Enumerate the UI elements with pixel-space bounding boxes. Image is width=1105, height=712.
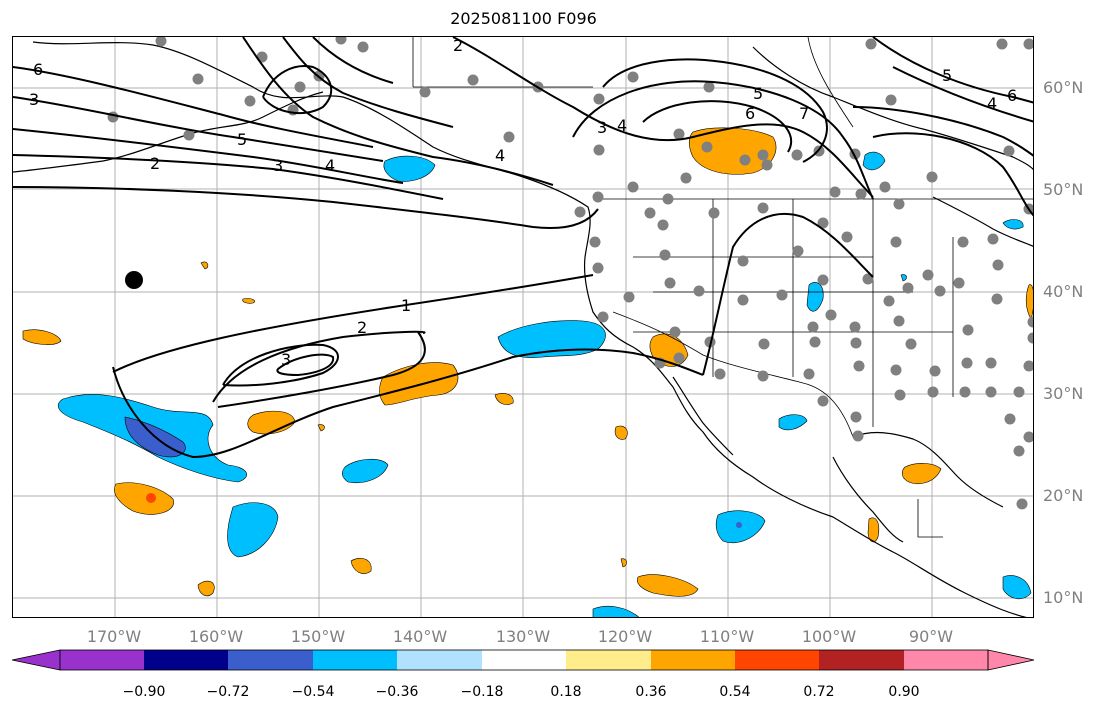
- contour-label: 3: [29, 90, 39, 109]
- colorbar-swatch: [397, 650, 482, 670]
- lon-label: 120°W: [597, 627, 653, 646]
- lon-label: 110°W: [699, 627, 755, 646]
- colorbar-swatch: [651, 650, 735, 670]
- lon-label: 150°W: [290, 627, 346, 646]
- lon-label: 100°W: [801, 627, 857, 646]
- contour-label: 4: [987, 94, 997, 113]
- colorbar-swatch: [735, 650, 819, 670]
- anomaly-fills: [22, 127, 1033, 617]
- contour-label: 5: [237, 130, 247, 149]
- map-canvas: 6 3 5 2 3 4 2 4 3 4 5 6 7 5 4 6 1 2 3: [13, 37, 1033, 617]
- colorbar-tick-label: −0.90: [122, 684, 166, 700]
- contour-label: 4: [325, 156, 335, 175]
- colorbar-tick-label: −0.72: [206, 684, 250, 700]
- lat-label: 10°N: [1043, 588, 1084, 607]
- contour-label: 2: [357, 318, 367, 337]
- lon-label: 170°W: [86, 627, 142, 646]
- colorbar-tick-label: −0.54: [291, 684, 335, 700]
- colorbar-swatch: [904, 650, 988, 670]
- colorbar-extend-low: [11, 649, 61, 671]
- lon-label: 160°W: [188, 627, 244, 646]
- colorbar-tick-label: 0.72: [803, 684, 835, 700]
- contour-label: 2: [453, 37, 463, 55]
- map-panel: 6 3 5 2 3 4 2 4 3 4 5 6 7 5 4 6 1 2 3: [12, 36, 1034, 618]
- colorbar-extend-high: [987, 649, 1035, 671]
- contour-label: 6: [33, 60, 43, 79]
- contour-label: 3: [273, 156, 283, 175]
- contour-label: 3: [281, 350, 291, 369]
- contour-label: 7: [799, 104, 809, 123]
- lon-label: 90°W: [908, 627, 954, 646]
- contour-label: 2: [150, 154, 160, 173]
- colorbar-swatch: [144, 650, 228, 670]
- marker-dot: [125, 271, 143, 289]
- colorbar-tick-label: −0.18: [460, 684, 504, 700]
- lat-label: 20°N: [1043, 486, 1084, 505]
- colorbar-tick-label: 0.36: [635, 684, 667, 700]
- contours: [13, 37, 1033, 459]
- contour-label: 5: [942, 66, 952, 85]
- political-borders: [412, 37, 1033, 538]
- colorbar-swatch: [60, 650, 144, 670]
- contour-label: 5: [753, 84, 763, 103]
- colorbar-swatch: [819, 650, 904, 670]
- lat-label: 40°N: [1043, 282, 1084, 301]
- colorbar-tick-label: 0.18: [550, 684, 582, 700]
- colorbar: [11, 649, 1035, 671]
- lon-label: 140°W: [392, 627, 448, 646]
- station-dots: [107, 37, 1033, 510]
- contour-label: 4: [495, 146, 505, 165]
- colorbar-swatch: [313, 650, 397, 670]
- coastlines: [13, 41, 1033, 617]
- lat-label: 60°N: [1043, 78, 1084, 97]
- contour-label: 6: [745, 104, 755, 123]
- colorbar-swatch: [482, 650, 566, 670]
- contour-label-group: 6 3 5 2 3 4 2 4 3 4 5 6 7 5 4 6 1 2 3: [29, 37, 1017, 369]
- colorbar-tick-label: −0.36: [375, 684, 419, 700]
- lat-label: 50°N: [1043, 180, 1084, 199]
- contour-label: 6: [1007, 86, 1017, 105]
- colorbar-swatch: [228, 650, 313, 670]
- contour-label: 4: [617, 116, 627, 135]
- contour-label: 1: [401, 296, 411, 315]
- colorbar-outline: [59, 649, 989, 671]
- lat-label: 30°N: [1043, 384, 1084, 403]
- colorbar-tick-label: 0.90: [888, 684, 920, 700]
- colorbar-tick-label: 0.54: [719, 684, 751, 700]
- colorbar-swatch: [566, 650, 651, 670]
- plot-title: 2025081100 F096: [450, 9, 597, 28]
- contour-label: 3: [597, 118, 607, 137]
- lon-label: 130°W: [495, 627, 551, 646]
